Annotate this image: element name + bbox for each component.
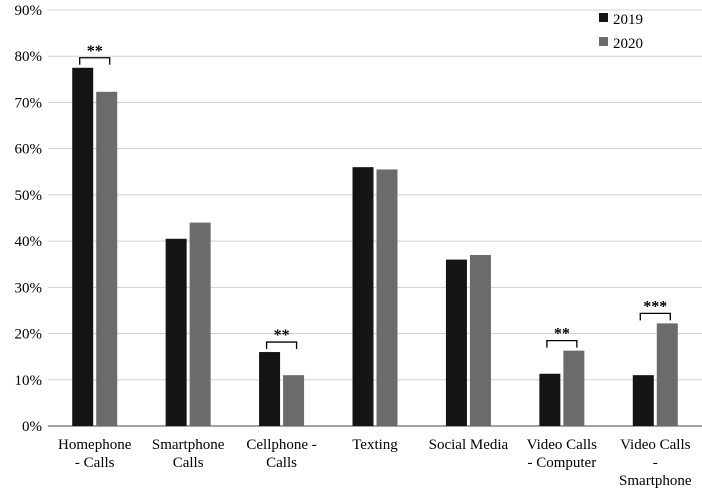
bar-2019 [72, 67, 94, 427]
bar-2020 [96, 91, 118, 427]
significance-label: ** [87, 43, 103, 60]
x-axis-labels: Homephone - Calls Smartphone Calls Cellphone… [58, 437, 692, 489]
y-tick-label: 30% [15, 280, 43, 296]
bar-2020 [469, 254, 491, 426]
x-category-label: Cellphone - [246, 437, 316, 453]
y-tick-label: 50% [15, 188, 43, 204]
x-category-label: Social Media [429, 437, 509, 453]
bar-2020 [656, 323, 678, 426]
x-category-label: Smartphone [152, 437, 225, 453]
x-category-label: Smartphone [619, 473, 692, 489]
significance-label: *** [643, 298, 667, 315]
significance-bracket [546, 340, 578, 348]
y-tick-label: 40% [15, 234, 43, 250]
bar-2019 [539, 373, 561, 426]
gridlines [48, 9, 702, 427]
legend-label: 2020 [613, 36, 643, 52]
bar-2019 [165, 238, 187, 426]
bar-2019 [352, 167, 374, 426]
y-tick-label: 10% [15, 373, 43, 389]
y-tick-label: 70% [15, 95, 43, 111]
significance-bracket [639, 312, 671, 321]
significance-bracket [79, 57, 111, 65]
x-category-label: - [653, 455, 658, 471]
y-tick-label: 0% [22, 419, 42, 435]
x-category-label: Video Calls [620, 437, 691, 453]
significance-annotations: **** ***** [79, 43, 671, 350]
y-axis-ticks: 0% 10% 20% 30% 40% 50% 60% 70% 80% 90% [15, 3, 43, 435]
y-tick-label: 90% [15, 3, 43, 19]
y-tick-label: 20% [15, 327, 43, 343]
bar-2019 [445, 259, 467, 426]
bar-2020 [563, 350, 585, 426]
bar-2020 [283, 375, 305, 426]
y-tick-label: 60% [15, 142, 43, 158]
significance-label: ** [274, 327, 290, 344]
significance-bracket [265, 341, 298, 350]
legend-swatch [599, 13, 608, 22]
bar-2019 [259, 352, 281, 426]
legend: 2019 2020 [599, 12, 643, 52]
x-category-label: - Computer [527, 455, 596, 471]
legend-label: 2019 [613, 12, 643, 28]
x-category-label: Homephone [58, 437, 132, 453]
x-category-label: Texting [352, 437, 398, 453]
bar-2020 [376, 169, 398, 426]
significance-label: ** [554, 326, 570, 343]
x-category-label: Calls [173, 455, 204, 471]
legend-swatch [599, 37, 608, 46]
x-category-label: Calls [266, 455, 297, 471]
y-tick-label: 80% [15, 49, 43, 65]
bars [72, 67, 678, 427]
x-category-label: - Calls [75, 455, 115, 471]
bar-2020 [189, 222, 211, 426]
x-category-label: Video Calls [527, 437, 598, 453]
bar-2019 [632, 375, 654, 426]
